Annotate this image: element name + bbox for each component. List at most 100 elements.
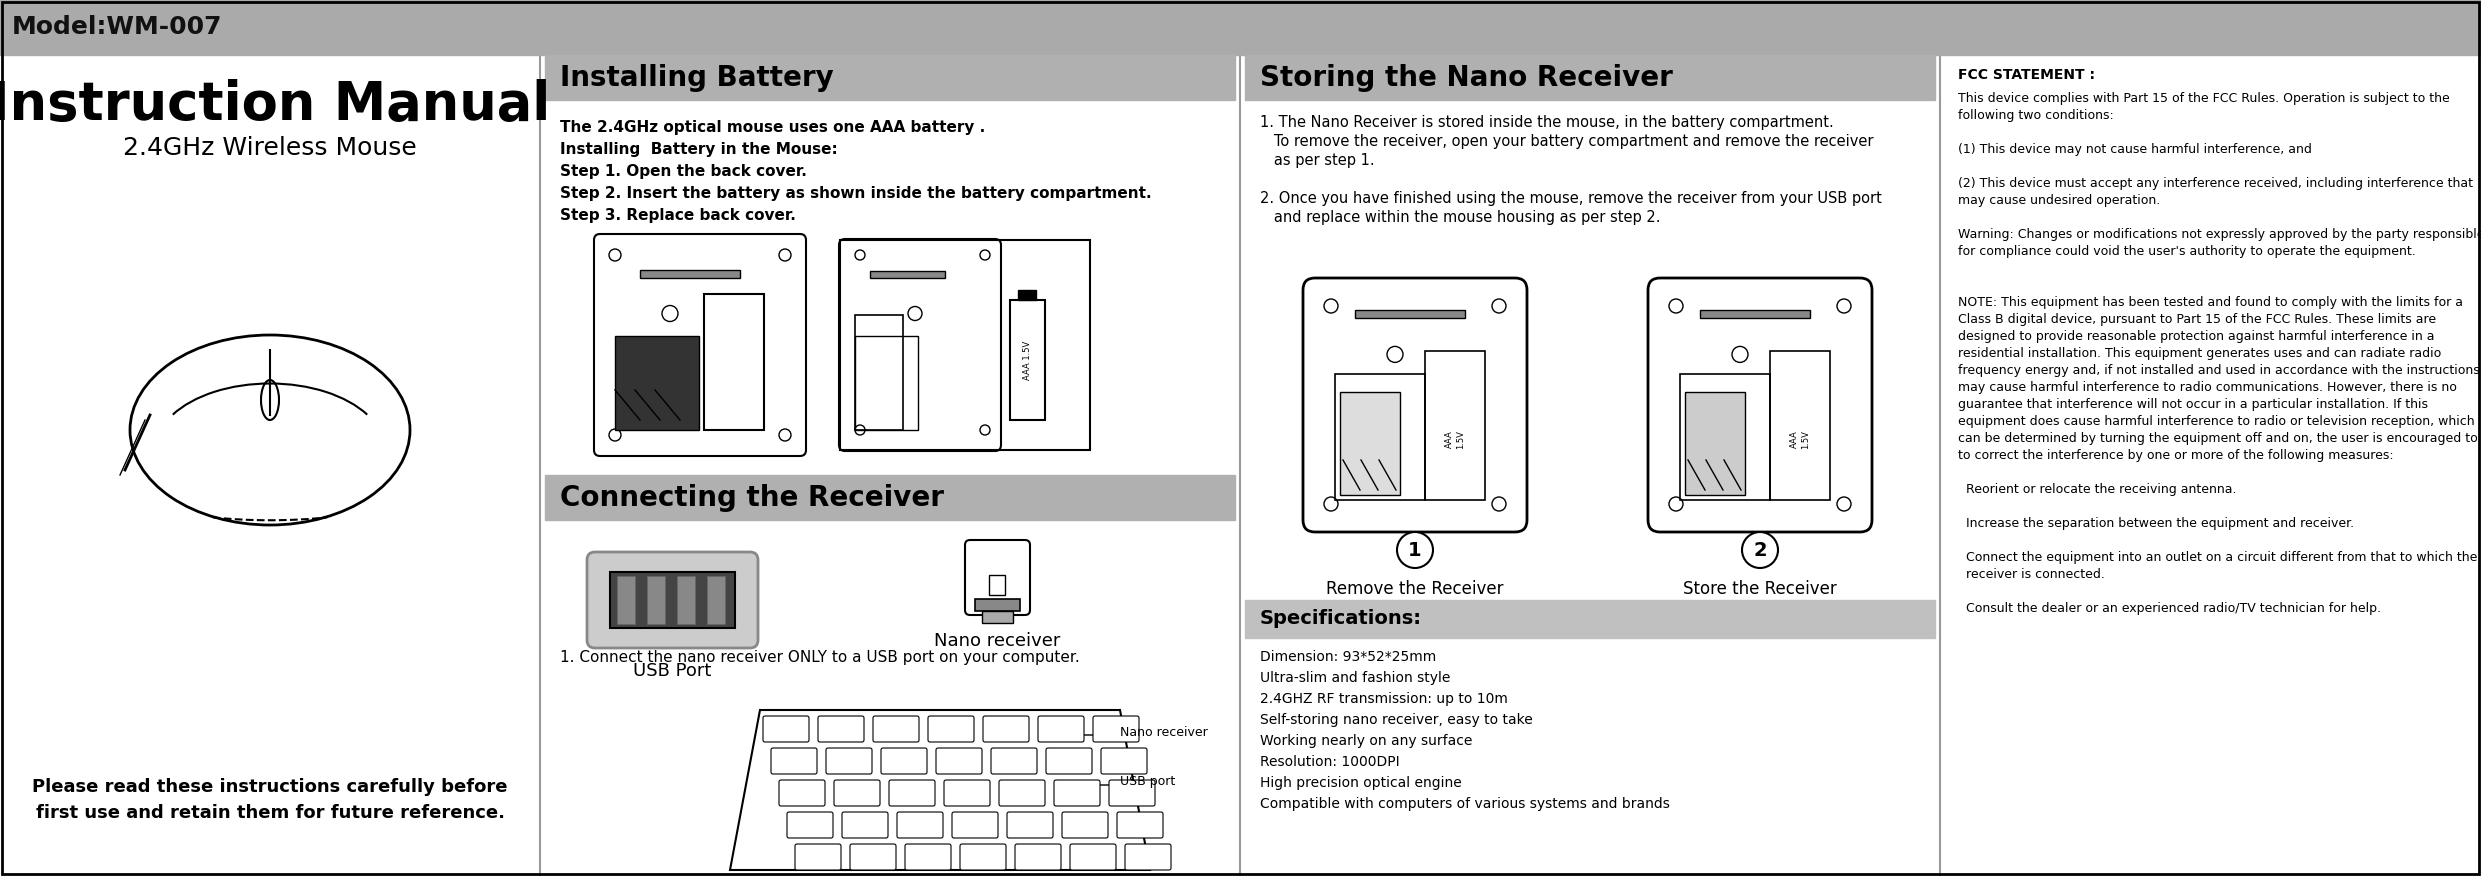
FancyBboxPatch shape	[960, 844, 1005, 870]
FancyBboxPatch shape	[982, 716, 1030, 742]
Bar	[856, 314, 903, 430]
Bar	[871, 271, 945, 278]
FancyBboxPatch shape	[1069, 844, 1116, 870]
Bar	[856, 336, 918, 430]
Text: Working nearly on any surface: Working nearly on any surface	[1260, 734, 1471, 748]
FancyBboxPatch shape	[764, 716, 809, 742]
Bar	[1699, 309, 1811, 318]
FancyBboxPatch shape	[943, 780, 990, 806]
Bar	[1685, 392, 1744, 495]
Text: 2. Once you have finished using the mouse, remove the receiver from your USB por: 2. Once you have finished using the mous…	[1260, 191, 1883, 206]
Bar	[990, 575, 1005, 595]
FancyBboxPatch shape	[834, 780, 881, 806]
Text: To remove the receiver, open your battery compartment and remove the receiver: To remove the receiver, open your batter…	[1260, 134, 1873, 149]
Bar	[1017, 290, 1037, 300]
FancyBboxPatch shape	[898, 812, 943, 838]
Text: Ultra-slim and fashion style: Ultra-slim and fashion style	[1260, 671, 1451, 685]
Text: Warning: Changes or modifications not expressly approved by the party responsibl: Warning: Changes or modifications not ex…	[1958, 228, 2481, 241]
Text: designed to provide reasonable protection against harmful interference in a: designed to provide reasonable protectio…	[1958, 330, 2434, 343]
Bar	[640, 270, 739, 278]
Text: AAA
1.5V: AAA 1.5V	[1446, 430, 1464, 449]
FancyBboxPatch shape	[794, 844, 841, 870]
Text: This device complies with Part 15 of the FCC Rules. Operation is subject to the: This device complies with Part 15 of the…	[1958, 92, 2449, 105]
Bar	[1424, 350, 1486, 500]
Bar	[618, 576, 635, 624]
Text: Step 1. Open the back cover.: Step 1. Open the back cover.	[561, 164, 806, 179]
Text: Dimension: 93*52*25mm: Dimension: 93*52*25mm	[1260, 650, 1436, 664]
Bar	[546, 475, 1236, 520]
Text: NOTE: This equipment has been tested and found to comply with the limits for a: NOTE: This equipment has been tested and…	[1958, 296, 2464, 309]
Text: guarantee that interference will not occur in a particular installation. If this: guarantee that interference will not occ…	[1958, 398, 2429, 411]
FancyBboxPatch shape	[779, 780, 826, 806]
Text: Class B digital device, pursuant to Part 15 of the FCC Rules. These limits are: Class B digital device, pursuant to Part…	[1958, 313, 2436, 326]
FancyBboxPatch shape	[1037, 716, 1084, 742]
Text: Installing  Battery in the Mouse:: Installing Battery in the Mouse:	[561, 142, 839, 157]
Text: 1. The Nano Receiver is stored inside the mouse, in the battery compartment.: 1. The Nano Receiver is stored inside th…	[1260, 115, 1833, 130]
Text: Self-storing nano receiver, easy to take: Self-storing nano receiver, easy to take	[1260, 713, 1533, 727]
Bar	[1340, 392, 1399, 495]
Bar	[975, 599, 1020, 611]
Text: following two conditions:: following two conditions:	[1958, 109, 2114, 122]
Text: may cause undesired operation.: may cause undesired operation.	[1958, 194, 2161, 207]
FancyBboxPatch shape	[1000, 780, 1045, 806]
Text: USB port: USB port	[1119, 775, 1176, 788]
FancyBboxPatch shape	[772, 748, 816, 774]
Bar	[1245, 55, 1935, 100]
Text: equipment does cause harmful interference to radio or television reception, whic: equipment does cause harmful interferenc…	[1958, 415, 2474, 428]
Bar	[1010, 300, 1045, 420]
Text: Remove the Receiver: Remove the Receiver	[1327, 580, 1503, 598]
FancyBboxPatch shape	[1047, 748, 1092, 774]
Text: Instruction Manual: Instruction Manual	[0, 79, 551, 131]
FancyBboxPatch shape	[826, 748, 871, 774]
Text: 2: 2	[1754, 540, 1766, 560]
Text: (1) This device may not cause harmful interference, and: (1) This device may not cause harmful in…	[1958, 143, 2312, 156]
FancyBboxPatch shape	[1102, 748, 1146, 774]
Text: Nano receiver: Nano receiver	[1119, 725, 1208, 738]
Text: receiver is connected.: receiver is connected.	[1958, 568, 2104, 581]
FancyBboxPatch shape	[1062, 812, 1109, 838]
Bar	[0, 0, 2481, 55]
Bar	[677, 576, 695, 624]
FancyBboxPatch shape	[935, 748, 982, 774]
Text: Store the Receiver: Store the Receiver	[1682, 580, 1836, 598]
Text: AAA
1.5V: AAA 1.5V	[1791, 430, 1809, 449]
FancyBboxPatch shape	[841, 812, 888, 838]
FancyBboxPatch shape	[1015, 844, 1062, 870]
Text: 2.4GHZ RF transmission: up to 10m: 2.4GHZ RF transmission: up to 10m	[1260, 692, 1508, 706]
Text: Storing the Nano Receiver: Storing the Nano Receiver	[1260, 63, 1672, 91]
Bar	[705, 293, 764, 430]
Bar	[610, 572, 734, 628]
FancyBboxPatch shape	[851, 844, 896, 870]
Bar	[1769, 350, 1831, 500]
Text: Installing Battery: Installing Battery	[561, 63, 834, 91]
Text: to correct the interference by one or more of the following measures:: to correct the interference by one or mo…	[1958, 449, 2394, 462]
FancyBboxPatch shape	[873, 716, 918, 742]
FancyBboxPatch shape	[1007, 812, 1052, 838]
Text: for compliance could void the user's authority to operate the equipment.: for compliance could void the user's aut…	[1958, 245, 2416, 258]
Bar	[1680, 373, 1769, 500]
Text: frequency energy and, if not installed and used in accordance with the instructi: frequency energy and, if not installed a…	[1958, 364, 2481, 377]
Text: 1: 1	[1409, 540, 1422, 560]
Text: Model:WM-007: Model:WM-007	[12, 16, 223, 39]
Bar	[1245, 600, 1935, 638]
FancyBboxPatch shape	[1094, 716, 1139, 742]
Text: (2) This device must accept any interference received, including interference th: (2) This device must accept any interfer…	[1958, 177, 2474, 190]
Text: 2.4GHz Wireless Mouse: 2.4GHz Wireless Mouse	[124, 136, 417, 160]
FancyBboxPatch shape	[881, 748, 928, 774]
FancyBboxPatch shape	[1109, 780, 1156, 806]
FancyBboxPatch shape	[1054, 780, 1099, 806]
Text: Reorient or relocate the receiving antenna.: Reorient or relocate the receiving anten…	[1958, 483, 2235, 496]
Text: can be determined by turning the equipment off and on, the user is encouraged to: can be determined by turning the equipme…	[1958, 432, 2481, 445]
Text: 1. Connect the nano receiver ONLY to a USB port on your computer.: 1. Connect the nano receiver ONLY to a U…	[561, 650, 1079, 665]
Text: Consult the dealer or an experienced radio/TV technician for help.: Consult the dealer or an experienced rad…	[1958, 602, 2382, 615]
Text: Compatible with computers of various systems and brands: Compatible with computers of various sys…	[1260, 797, 1670, 811]
Text: Resolution: 1000DPI: Resolution: 1000DPI	[1260, 755, 1399, 769]
Text: as per step 1.: as per step 1.	[1260, 153, 1374, 168]
Bar	[648, 576, 665, 624]
Bar	[841, 240, 1089, 450]
Text: Specifications:: Specifications:	[1260, 610, 1422, 628]
FancyBboxPatch shape	[953, 812, 997, 838]
Text: residential installation. This equipment generates uses and can radiate radio: residential installation. This equipment…	[1958, 347, 2441, 360]
Bar	[1335, 373, 1424, 500]
FancyBboxPatch shape	[906, 844, 950, 870]
